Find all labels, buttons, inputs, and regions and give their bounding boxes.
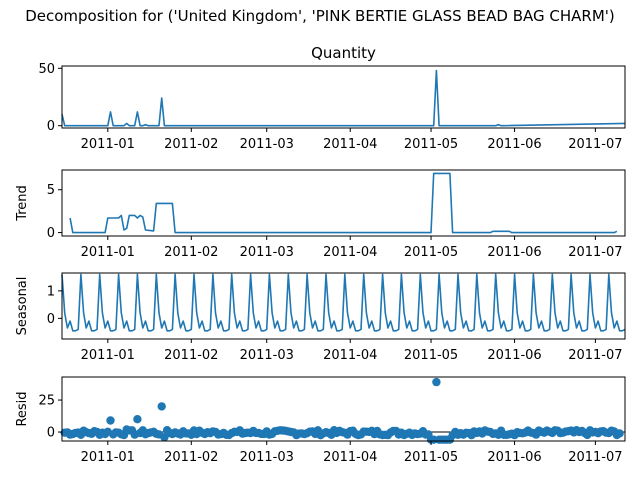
resid-point: [615, 429, 624, 438]
resid-point: [157, 402, 166, 411]
x-tick-label: 2011-03: [240, 137, 294, 152]
x-tick-label: 2011-05: [404, 450, 458, 465]
quantity-series-line: [61, 69, 626, 127]
seasonal-series-line: [61, 273, 626, 332]
x-tick-label: 2011-01: [81, 450, 135, 465]
x-tick-label: 2011-05: [404, 348, 458, 363]
x-tick-label: 2011-04: [323, 348, 377, 363]
x-tick-label: 2011-01: [81, 348, 135, 363]
x-tick-label: 2011-06: [487, 137, 541, 152]
resid-point: [133, 415, 142, 424]
y-axis-label: Resid: [15, 391, 30, 426]
x-tick-label: 2011-05: [404, 245, 458, 260]
x-tick-label: 2011-04: [323, 450, 377, 465]
y-tick-label: 0: [47, 119, 55, 134]
x-tick-label: 2011-07: [568, 450, 622, 465]
x-tick-label: 2011-02: [164, 245, 218, 260]
axes-frame: [61, 65, 626, 129]
x-tick-label: 2011-07: [568, 137, 622, 152]
y-axis-label: Trend: [15, 185, 30, 222]
subplot-title: Quantity: [311, 44, 376, 62]
x-tick-label: 2011-06: [487, 348, 541, 363]
y-tick-label: 50: [38, 62, 55, 77]
y-tick-label: 0: [47, 426, 55, 441]
y-tick-label: 0: [47, 312, 55, 327]
y-axis-label: Seasonal: [15, 277, 30, 336]
x-tick-label: 2011-02: [164, 348, 218, 363]
axes-frame: [61, 272, 626, 340]
x-tick-label: 2011-05: [404, 137, 458, 152]
y-tick-label: 0: [47, 226, 55, 241]
resid-point: [432, 377, 441, 387]
y-tick-label: 25: [38, 394, 55, 409]
x-tick-label: 2011-07: [568, 348, 622, 363]
axes-frame: [61, 169, 626, 237]
subplot-trend: Trend 0 5 2011-01 2011-02 2011-03 2011-04 2011-…: [15, 169, 626, 260]
y-tick-label: 1: [47, 284, 55, 299]
subplot-quantity: Quantity 0 50 2011-01 2011-02 2011-03 2011-04 2…: [38, 44, 626, 152]
resid-point: [106, 416, 115, 425]
x-tick-label: 2011-06: [487, 450, 541, 465]
x-tick-label: 2011-04: [323, 137, 377, 152]
x-tick-label: 2011-07: [568, 245, 622, 260]
x-tick-label: 2011-01: [81, 245, 135, 260]
x-tick-label: 2011-06: [487, 245, 541, 260]
figure-suptitle: Decomposition for ('United Kingdom', 'PI…: [25, 7, 615, 25]
x-tick-label: 2011-02: [164, 137, 218, 152]
x-tick-label: 2011-01: [81, 137, 135, 152]
x-tick-label: 2011-02: [164, 450, 218, 465]
subplot-seasonal: Seasonal 0 1 2011-01 2011-02 2011-03 2011-04 20…: [15, 272, 626, 363]
trend-series-line: [69, 172, 618, 234]
subplot-resid: Resid 0 25 2011-01 2011-02 2011-03 2011-04 2011…: [15, 376, 626, 465]
x-tick-label: 2011-03: [240, 245, 294, 260]
axes-frame: [61, 376, 626, 442]
x-tick-label: 2011-04: [323, 245, 377, 260]
x-tick-label: 2011-03: [240, 450, 294, 465]
x-tick-label: 2011-03: [240, 348, 294, 363]
y-tick-label: 5: [47, 183, 55, 198]
